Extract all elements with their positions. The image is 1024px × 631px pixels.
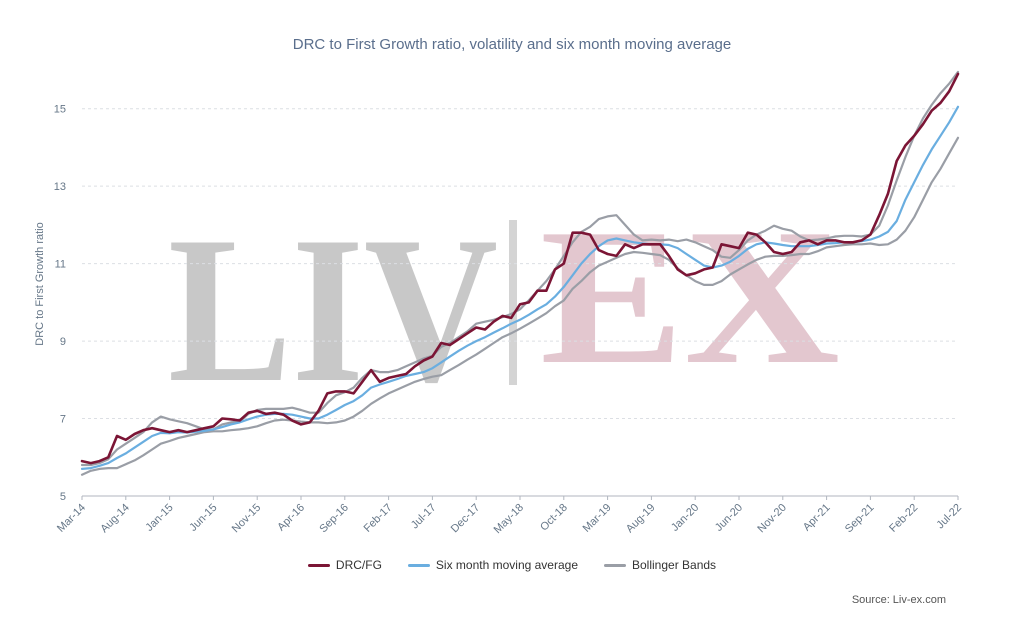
x-tick-label: Apr-21	[801, 502, 833, 534]
x-tick-label: Mar-19	[581, 502, 614, 535]
x-tick-label: Jun-20	[713, 502, 745, 534]
x-tick-label: Apr-16	[275, 502, 307, 534]
legend-item[interactable]: Six month moving average	[407, 558, 578, 572]
x-tick-label: Nov-20	[755, 502, 789, 536]
x-tick-label: Jan-15	[143, 502, 175, 534]
legend-swatch	[407, 563, 430, 567]
y-tick-label: 5	[60, 491, 66, 503]
x-tick-label: Dec-17	[449, 502, 483, 536]
x-tick-label: Jan-20	[669, 502, 701, 534]
y-tick-label: 13	[54, 181, 66, 193]
x-tick-label: Jul-22	[934, 502, 964, 532]
x-tick-label: Sep-21	[843, 502, 877, 536]
y-tick-label: 15	[54, 104, 66, 116]
legend-swatch	[307, 563, 330, 567]
legend-label: Bollinger Bands	[632, 558, 717, 572]
y-tick-label: 7	[60, 414, 66, 426]
legend-item[interactable]: DRC/FG	[307, 558, 382, 572]
series-line-six-month-moving-average	[80, 105, 960, 470]
series-lines	[80, 70, 960, 476]
x-axis: Mar-14 Aug-14 Jan-15 Jun-15 Nov-15 Apr-16 Sep-…	[55, 496, 964, 536]
x-tick-label: Mar-14	[55, 502, 88, 535]
y-axis-title: DRC to First Growth ratio	[34, 222, 46, 345]
x-tick-label: Oct-18	[538, 502, 570, 534]
x-tick-label: Aug-14	[98, 502, 132, 536]
y-tick-label: 11	[55, 259, 66, 271]
x-tick-label: Nov-15	[230, 502, 264, 536]
legend: DRC/FG Six month moving average Bollinger …	[0, 558, 1024, 572]
series-line-bollinger-bands	[80, 70, 960, 467]
x-tick-label: Aug-19	[624, 502, 658, 536]
x-tick-label: Sep-16	[317, 502, 351, 536]
legend-item[interactable]: Bollinger Bands	[604, 558, 716, 572]
x-tick-label: Feb-22	[887, 502, 920, 535]
series-line-drc-fg	[80, 72, 960, 465]
y-tick-label: 9	[60, 336, 66, 348]
y-axis: 5 7 9 11 13 15	[54, 104, 66, 503]
legend-swatch	[604, 563, 626, 567]
x-tick-label: Jun-15	[187, 502, 219, 534]
x-tick-label: Jul-17	[409, 502, 439, 532]
watermark-divider	[509, 220, 517, 385]
liv-ex-watermark: LIV EX	[168, 189, 840, 426]
watermark-ex-text: EX	[540, 189, 840, 405]
source-note: Source: Liv-ex.com	[851, 594, 946, 606]
series-line-bollinger-bands-lower	[80, 136, 960, 476]
legend-label: Six month moving average	[435, 558, 578, 572]
x-tick-label: Feb-17	[362, 502, 395, 535]
legend-label: DRC/FG	[335, 558, 382, 572]
x-tick-label: May-18	[492, 502, 526, 536]
chart-title: DRC to First Growth ratio, volatility an…	[292, 36, 732, 53]
watermark-liv-text: LIV	[168, 194, 498, 426]
